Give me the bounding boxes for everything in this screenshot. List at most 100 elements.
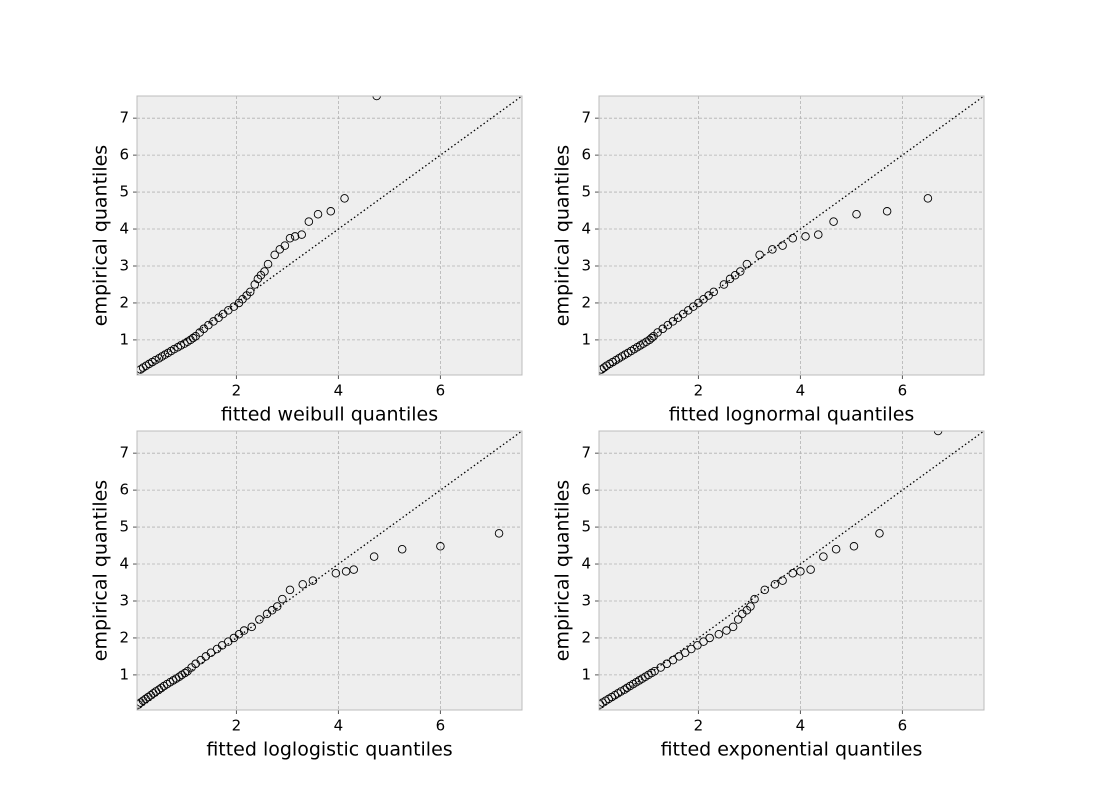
y-tick-label: 7 <box>119 444 129 462</box>
point <box>331 569 341 578</box>
point <box>341 567 351 576</box>
point <box>180 668 190 678</box>
plot-border <box>598 430 985 711</box>
y-tick-label: 6 <box>581 481 591 499</box>
y-tick-label: 7 <box>581 109 591 127</box>
point <box>736 267 745 276</box>
point <box>819 552 828 561</box>
x-tick-label: 6 <box>436 717 446 735</box>
point <box>263 259 273 269</box>
point <box>778 576 787 585</box>
point <box>768 245 777 254</box>
y-tick-label: 5 <box>119 518 129 536</box>
point <box>436 542 445 551</box>
point <box>668 655 678 665</box>
y-axis-label: empirical quantiles <box>552 480 574 661</box>
y-tick-label: 5 <box>581 518 591 536</box>
x-axis-label: fitted loglogistic quantiles <box>206 739 452 761</box>
x-tick-label: 2 <box>694 717 704 735</box>
point <box>247 622 256 632</box>
y-tick-label: 2 <box>119 628 129 646</box>
point <box>255 615 264 624</box>
y-tick-label: 5 <box>119 183 129 201</box>
y-tick-label: 4 <box>119 555 129 573</box>
x-tick-label: 6 <box>898 717 908 735</box>
point <box>647 333 656 343</box>
point <box>326 207 336 216</box>
point <box>875 529 884 538</box>
y-tick-label: 6 <box>119 146 129 164</box>
y-axis-label: empirical quantiles <box>552 145 574 326</box>
point <box>709 287 718 297</box>
y-tick-label: 3 <box>119 256 129 274</box>
point <box>829 217 838 226</box>
point <box>778 241 787 250</box>
point <box>270 250 279 260</box>
reference-line <box>599 96 984 375</box>
point <box>814 230 823 239</box>
x-tick-label: 4 <box>334 382 344 400</box>
point <box>746 602 755 611</box>
point <box>801 232 810 241</box>
point <box>290 232 300 241</box>
point <box>788 234 798 243</box>
point <box>693 641 702 650</box>
x-axis-label: fitted lognormal quantiles <box>669 404 915 426</box>
point <box>278 594 287 604</box>
points <box>137 529 504 709</box>
y-tick-label: 4 <box>119 220 129 238</box>
point <box>188 333 198 343</box>
y-axis-label: empirical quantiles <box>90 480 112 661</box>
x-tick-label: 2 <box>232 382 242 400</box>
point <box>796 567 805 576</box>
point <box>285 585 295 595</box>
x-tick-label: 6 <box>436 382 446 400</box>
point <box>760 585 769 595</box>
y-tick-label: 1 <box>119 330 129 348</box>
point <box>674 652 684 661</box>
point <box>245 287 255 297</box>
y-tick-label: 3 <box>581 256 591 274</box>
y-tick-label: 6 <box>581 146 591 164</box>
point <box>1077 92 1085 100</box>
point <box>742 259 752 269</box>
point <box>722 626 731 635</box>
point <box>272 602 282 611</box>
point <box>770 580 780 589</box>
x-tick-label: 4 <box>334 717 344 735</box>
x-tick-label: 6 <box>898 382 908 400</box>
point <box>369 552 379 561</box>
reference-line <box>137 96 522 375</box>
point <box>397 545 407 554</box>
point <box>849 542 859 551</box>
y-tick-label: 1 <box>119 665 129 683</box>
point <box>852 210 861 219</box>
y-tick-label: 1 <box>581 330 591 348</box>
point <box>206 648 216 657</box>
point <box>494 529 504 538</box>
point <box>923 194 933 203</box>
point <box>298 580 307 589</box>
x-tick-label: 2 <box>694 382 704 400</box>
points <box>599 92 1085 374</box>
plot-border <box>598 95 985 376</box>
plot-border <box>136 95 523 376</box>
plot-border <box>136 430 523 711</box>
y-tick-label: 1 <box>581 665 591 683</box>
panel: 2 4 6 1 2 3 4 5 6 7 fitted weibull quantiles empiri… <box>90 95 523 426</box>
point <box>349 565 358 574</box>
point <box>806 565 815 574</box>
y-tick-label: 5 <box>581 183 591 201</box>
point <box>680 648 690 657</box>
x-axis-label: fitted exponential quantiles <box>661 739 923 761</box>
point <box>788 569 798 578</box>
point <box>656 663 665 672</box>
panel: 2 4 6 1 2 3 4 5 6 7 fitted loglogistic quantiles em… <box>90 430 523 761</box>
panel: 2 4 6 1 2 3 4 5 6 7 fitted exponential quantiles em… <box>552 430 985 761</box>
point <box>831 545 841 554</box>
y-tick-label: 3 <box>119 591 129 609</box>
y-axis-label: empirical quantiles <box>90 145 112 326</box>
point <box>308 576 318 585</box>
point <box>285 234 295 243</box>
